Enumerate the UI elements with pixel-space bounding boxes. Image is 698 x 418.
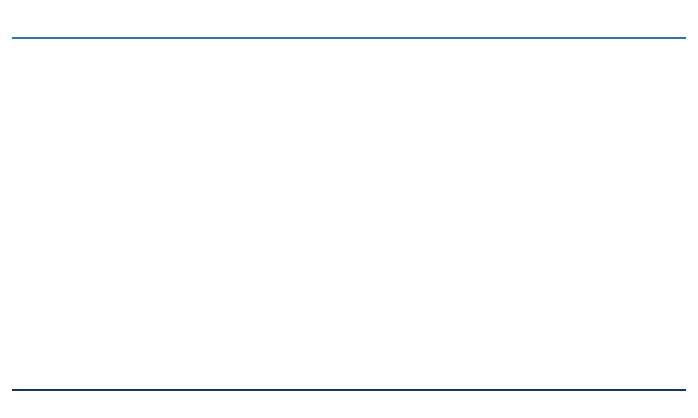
title-underline — [12, 37, 686, 39]
footer-rule — [12, 389, 686, 391]
